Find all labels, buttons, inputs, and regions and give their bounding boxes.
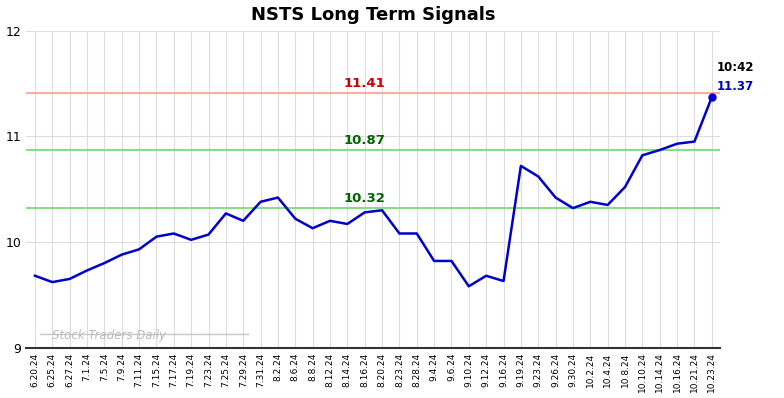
Text: Stock Traders Daily: Stock Traders Daily <box>53 329 166 342</box>
Title: NSTS Long Term Signals: NSTS Long Term Signals <box>251 6 495 23</box>
Text: 10:42: 10:42 <box>717 61 754 74</box>
Text: 10.87: 10.87 <box>343 134 386 147</box>
Text: 11.37: 11.37 <box>717 80 754 93</box>
Text: 11.41: 11.41 <box>344 77 386 90</box>
Text: 10.32: 10.32 <box>343 192 386 205</box>
